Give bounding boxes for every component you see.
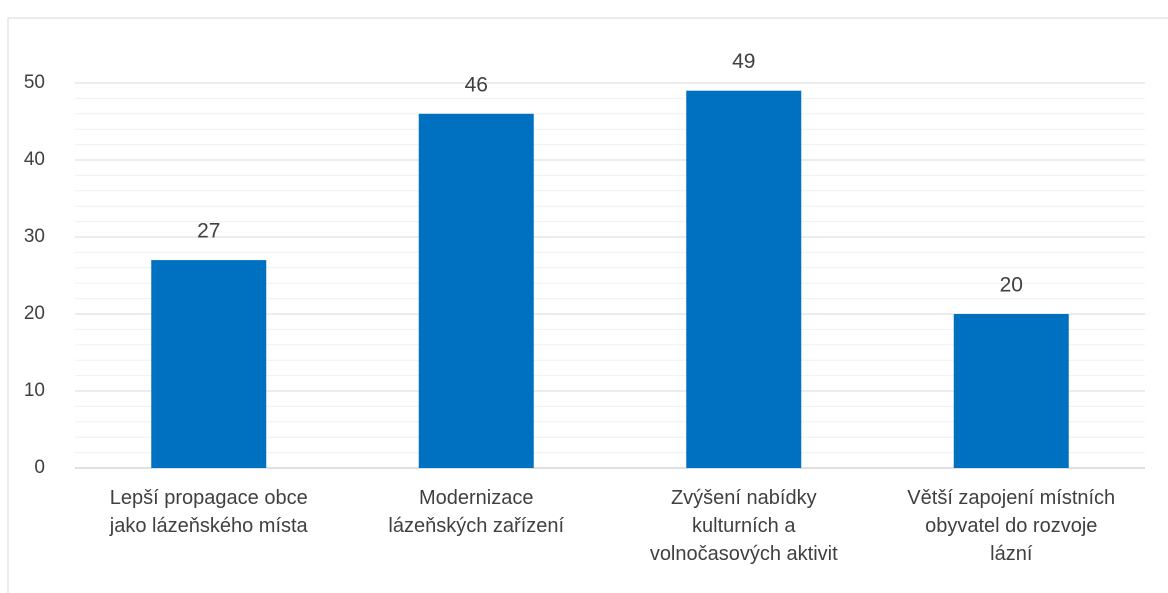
y-tick-label: 10	[24, 380, 45, 401]
bar	[418, 113, 534, 469]
data-label: 27	[197, 220, 220, 243]
y-tick-label: 40	[24, 149, 45, 170]
chart-border	[7, 17, 1168, 593]
bar	[953, 314, 1069, 468]
x-tick-label: Větší zapojení místních obyvatel do rozv…	[907, 487, 1116, 565]
y-tick-label: 30	[24, 226, 45, 247]
data-label: 46	[465, 73, 488, 96]
x-tick-label: Modernizace lázeňských zařízení	[388, 487, 565, 537]
x-tick-label: Zvýšení nabídky kulturních a volnočasový…	[649, 487, 838, 565]
data-label: 20	[1000, 274, 1023, 297]
y-tick-label: 20	[24, 303, 45, 324]
x-tick-label: Lepší propagace obce jako lázeňského mís…	[109, 487, 308, 537]
y-tick-label: 50	[24, 72, 45, 93]
data-label: 49	[732, 50, 755, 73]
bar	[686, 90, 802, 468]
bar	[151, 260, 267, 468]
y-tick-label: 0	[34, 457, 45, 478]
